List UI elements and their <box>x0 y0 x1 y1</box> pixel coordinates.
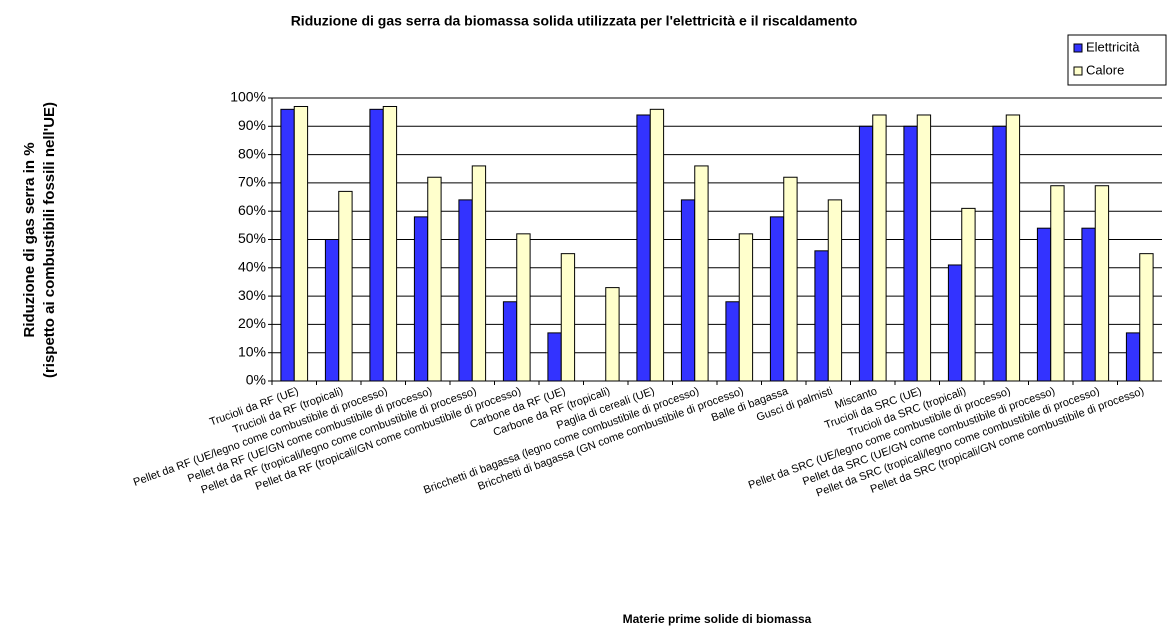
bar <box>649 108 665 382</box>
legend-swatch <box>1073 43 1083 53</box>
y-tick-label: 40% <box>238 259 266 275</box>
bar <box>916 114 932 382</box>
chart-title: Riduzione di gas serra da biomassa solid… <box>291 13 858 29</box>
bar <box>1036 227 1052 382</box>
y-tick-label: 30% <box>238 287 266 303</box>
bar <box>1005 114 1021 382</box>
bar <box>605 287 620 382</box>
legend-swatch <box>1073 66 1083 76</box>
bar <box>858 125 874 382</box>
bar <box>427 176 442 382</box>
bar <box>458 199 473 382</box>
bar <box>783 176 798 382</box>
x-axis-label: Materie prime solide di biomassa <box>623 612 812 626</box>
bar <box>369 108 384 382</box>
bar <box>827 199 843 382</box>
y-tick-label: 70% <box>238 174 266 190</box>
bar <box>903 125 918 382</box>
y-tick-label: 80% <box>238 145 266 161</box>
y-tick-label: 20% <box>238 315 266 331</box>
bar <box>1081 227 1096 382</box>
bar <box>560 253 576 382</box>
bar <box>992 125 1007 382</box>
bar <box>471 165 487 382</box>
bar <box>413 216 429 382</box>
bar <box>769 216 785 382</box>
y-tick-label: 100% <box>230 89 266 105</box>
bar <box>502 301 518 382</box>
bar <box>280 108 295 382</box>
y-tick-label: 90% <box>238 117 266 133</box>
bar <box>738 233 754 382</box>
legend-box <box>1067 34 1167 86</box>
bar <box>814 250 829 382</box>
y-tick-label: 0% <box>246 372 266 388</box>
bar <box>382 105 398 382</box>
legend-label: Elettricità <box>1086 39 1140 54</box>
bar <box>516 233 531 382</box>
bar <box>694 165 709 382</box>
bar <box>1050 185 1065 382</box>
bar <box>338 190 353 382</box>
bar <box>324 239 340 382</box>
y-axis-label: (rispetto ai combustibili fossili nell'U… <box>41 102 58 378</box>
bar <box>1094 185 1110 382</box>
bar <box>1125 332 1141 382</box>
bar <box>1139 253 1154 382</box>
bar <box>547 332 562 382</box>
y-tick-label: 50% <box>238 230 266 246</box>
bar <box>636 114 651 382</box>
bar <box>725 301 740 382</box>
y-tick-label: 10% <box>238 343 266 359</box>
y-tick-label: 60% <box>238 202 266 218</box>
bar <box>961 207 976 382</box>
bar <box>947 264 963 382</box>
bar <box>680 199 696 382</box>
y-axis-label: Riduzione di gas serra in % <box>21 142 38 337</box>
bar <box>872 114 887 382</box>
legend-label: Calore <box>1086 62 1124 77</box>
bar <box>293 105 309 382</box>
